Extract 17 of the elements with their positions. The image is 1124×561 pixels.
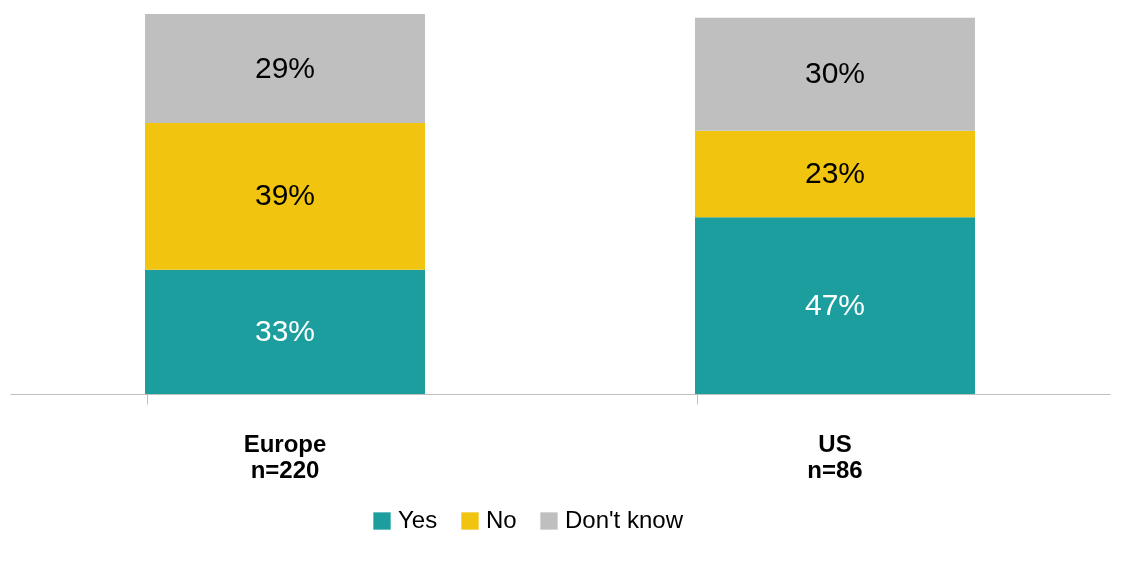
legend-label: Yes — [398, 506, 438, 533]
data-label: 47% — [804, 287, 866, 321]
bar — [695, 17, 975, 131]
bar — [695, 130, 975, 218]
data-label: 23% — [804, 155, 866, 189]
data-label: 29% — [254, 50, 316, 84]
data-label: 30% — [804, 56, 866, 90]
bar — [145, 123, 425, 270]
x-tick-label: Europe n=220 — [243, 429, 327, 483]
data-label: 33% — [254, 313, 316, 347]
bar — [145, 14, 425, 124]
bar — [695, 217, 975, 394]
legend-label: No — [486, 506, 517, 533]
bar — [145, 269, 425, 394]
legend-label: Don't know — [565, 506, 684, 533]
data-label: 39% — [254, 178, 316, 212]
x-tick-label: US n=86 — [807, 429, 863, 483]
